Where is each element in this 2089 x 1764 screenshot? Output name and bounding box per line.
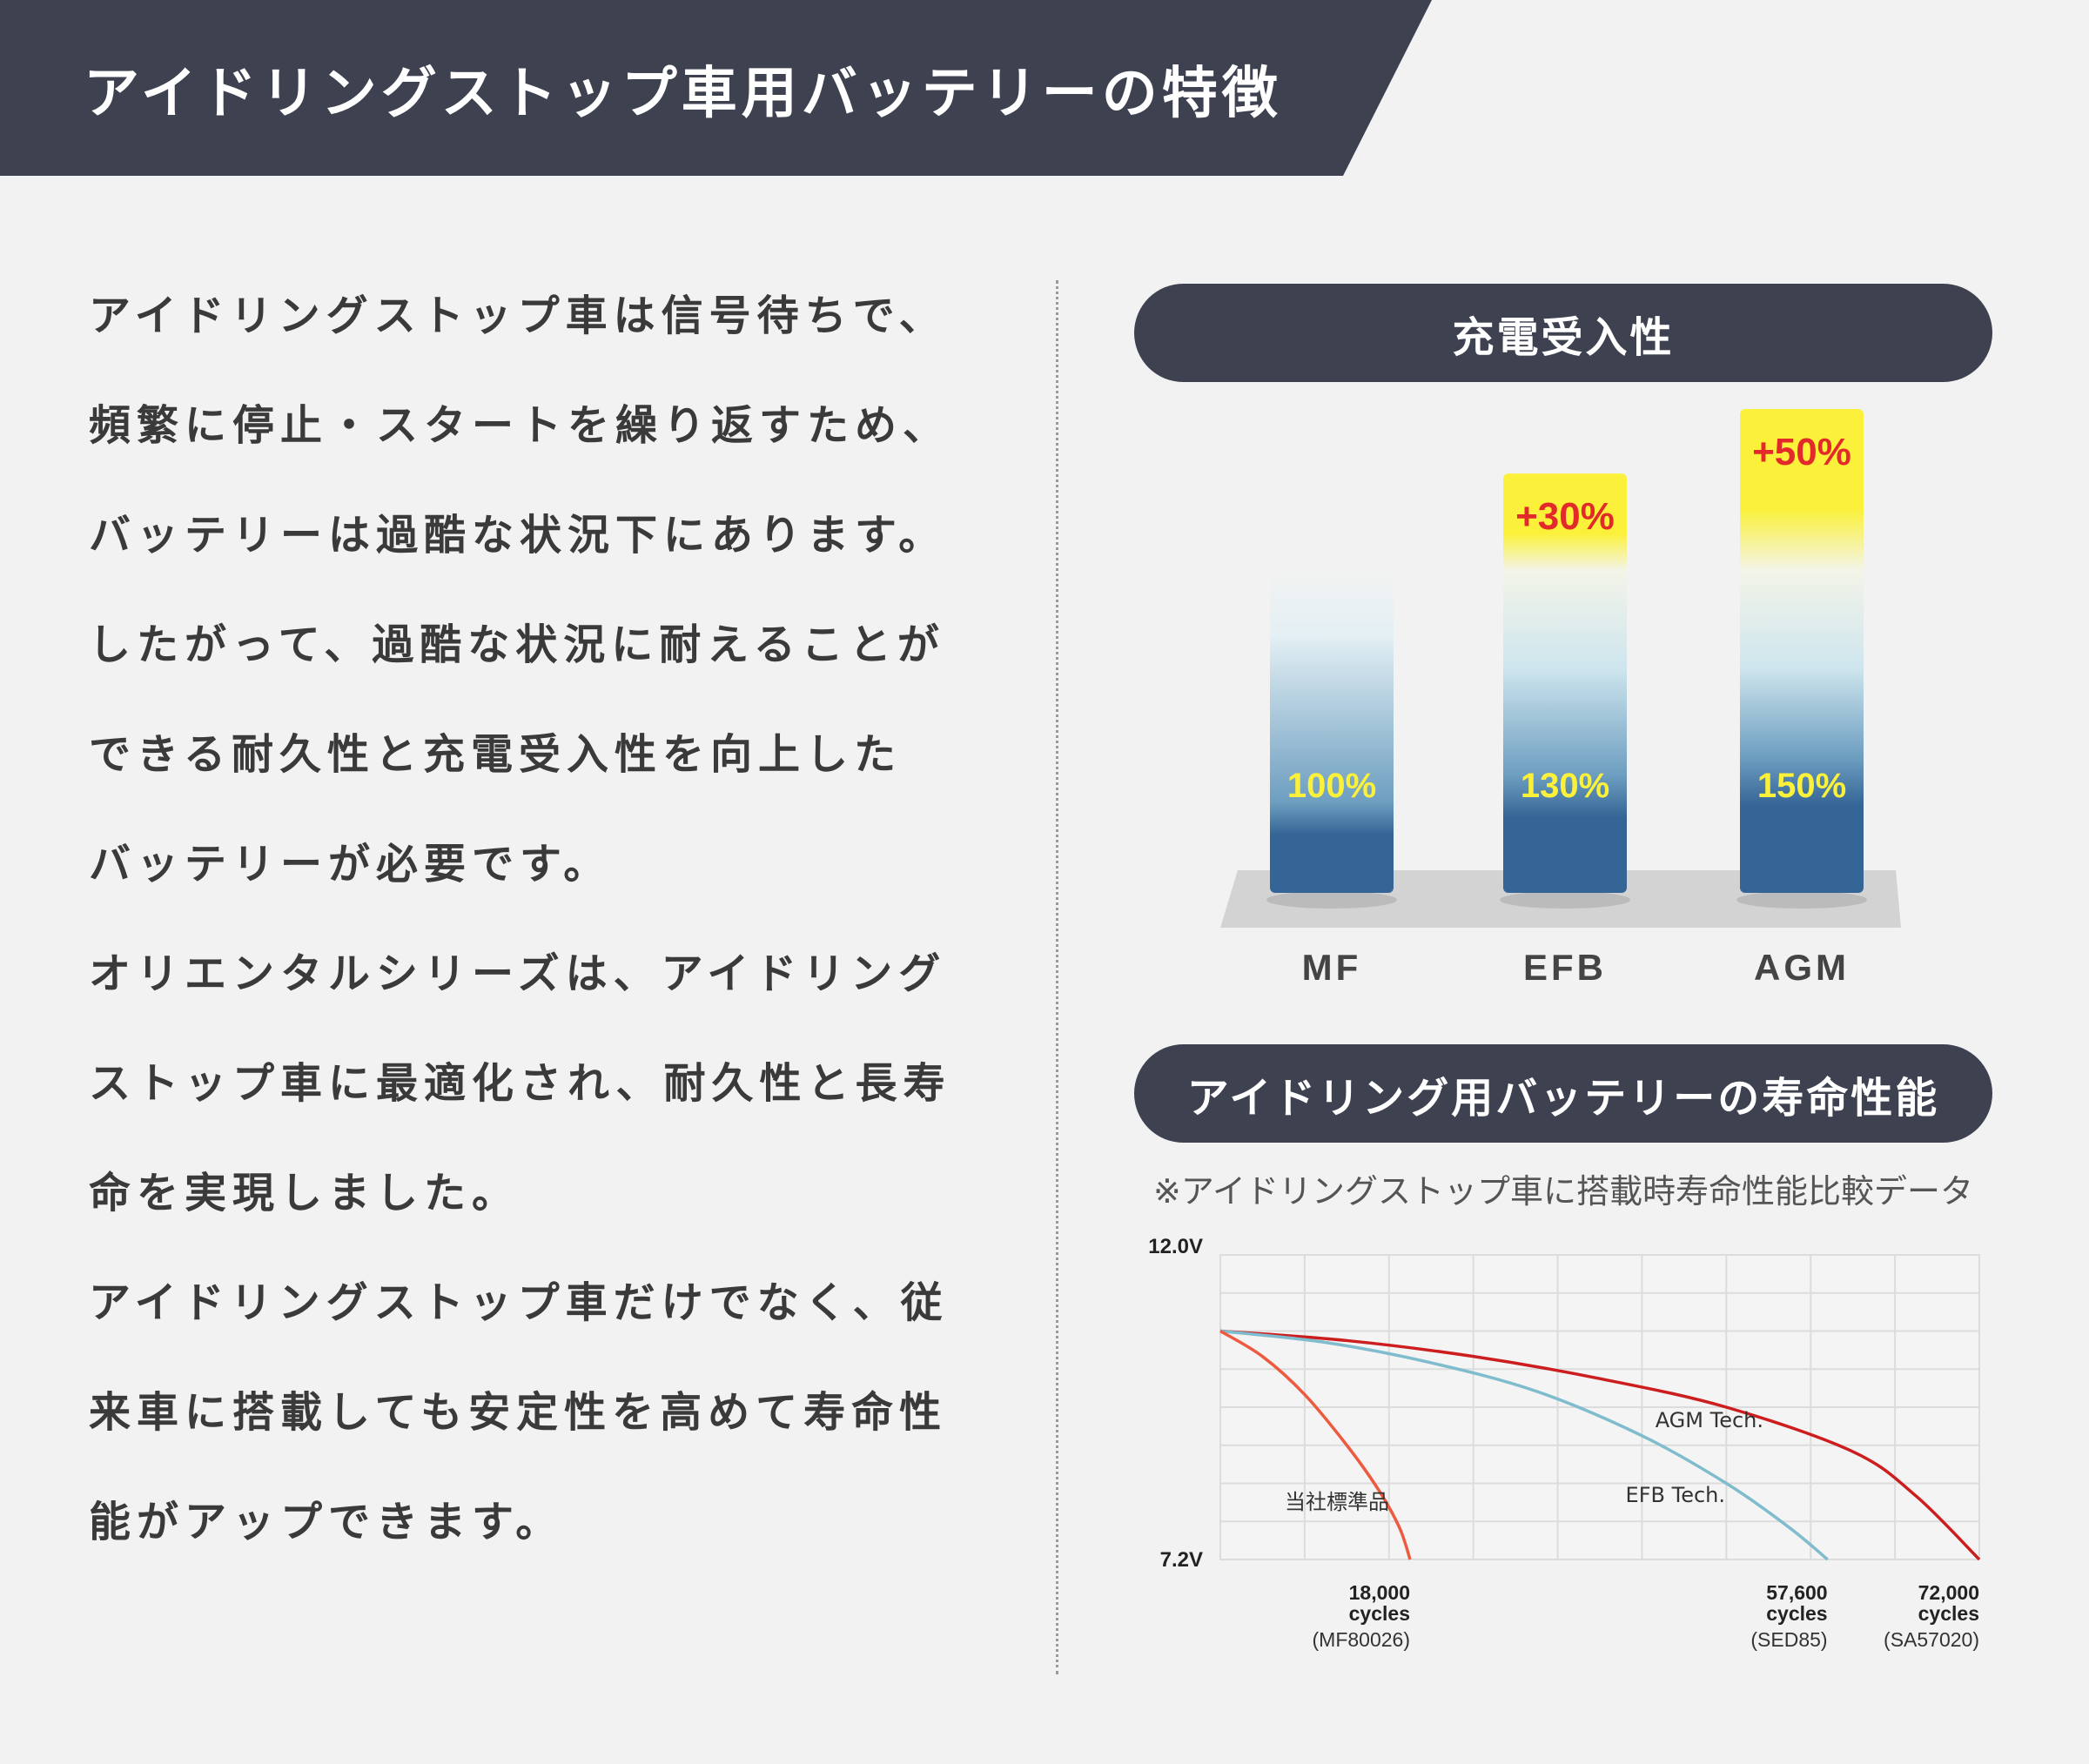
category-label: EFB xyxy=(1523,947,1607,988)
bar-value-label: 150% xyxy=(1757,767,1846,805)
body-line: できる耐久性と充電受入性を向上した xyxy=(89,730,903,779)
x-marker-model: (SED85) xyxy=(1750,1628,1827,1651)
bar-shadow xyxy=(1266,891,1397,909)
x-marker-value: 72,000 xyxy=(1918,1581,1979,1604)
life-chart-note: ※アイドリングストップ車に搭載時寿命性能比較データ xyxy=(1153,1172,1973,1211)
x-marker-unit: cycles xyxy=(1349,1602,1410,1625)
series-label-standard: 当社標準品 xyxy=(1285,1490,1389,1514)
y-tick-label-top: 12.0V xyxy=(1148,1235,1203,1258)
bar-efb xyxy=(1503,473,1627,893)
y-tick-label-bottom: 7.2V xyxy=(1160,1548,1203,1572)
line-standard xyxy=(1219,1329,1412,1560)
series-label-agm: AGM Tech. xyxy=(1656,1408,1763,1432)
body-text: アイドリングストップ車は信号待ちで、 頻繁に停止・スタートを繰り返すため、 バッテリ… xyxy=(89,261,1011,1577)
bar-agm xyxy=(1740,409,1864,893)
line-efb xyxy=(1219,1329,1829,1561)
page-title: アイドリングストップ車用バッテリーの特徴 xyxy=(84,62,1282,126)
body-line: 来車に搭載しても安定性を高めて寿命性 xyxy=(89,1388,948,1437)
body-line: 頻繁に停止・スタートを繰り返すため、 xyxy=(89,401,951,450)
body-line: オリエンタルシリーズは、アイドリング xyxy=(89,949,947,998)
bar-increase-label: +30% xyxy=(1515,495,1615,538)
charge-acceptance-chart: 100% MF 130% +30% EFB 150% +50% AGM xyxy=(1210,409,1924,1001)
divider xyxy=(1056,280,1058,1674)
bar-increase-label: +50% xyxy=(1752,431,1851,473)
bar-mf xyxy=(1270,570,1394,893)
body-line: ストップ車に最適化され、耐久性と長寿 xyxy=(89,1059,951,1108)
body-line: アイドリングストップ車だけでなく、従 xyxy=(89,1278,949,1327)
body-line: 能がアップできます。 xyxy=(89,1498,564,1546)
header-band xyxy=(0,0,1432,176)
body-line: バッテリーは過酷な状況下にあります。 xyxy=(89,511,947,560)
life-performance-title: アイドリング用バッテリーの寿命性能 xyxy=(1134,1044,1992,1143)
x-marker-unit: cycles xyxy=(1766,1602,1827,1625)
body-line: 命を実現しました。 xyxy=(89,1169,521,1217)
x-marker-model: (MF80026) xyxy=(1313,1628,1410,1651)
x-marker-unit: cycles xyxy=(1918,1602,1979,1625)
bar-shadow xyxy=(1500,891,1630,909)
x-marker-value: 18,000 xyxy=(1349,1581,1410,1604)
x-marker-value: 57,600 xyxy=(1766,1581,1827,1604)
body-line: したがって、過酷な状況に耐えることが xyxy=(89,620,945,669)
life-performance-chart: 12.0V 7.2V AGM Tech. EFB Tech. 当社標準品 18,000 cy… xyxy=(1132,1227,2002,1662)
bar-value-label: 130% xyxy=(1521,767,1609,805)
line-agm xyxy=(1219,1329,1981,1561)
category-label: MF xyxy=(1302,947,1362,988)
category-label: AGM xyxy=(1754,947,1850,988)
body-line: アイドリングストップ車は信号待ちで、 xyxy=(89,292,947,340)
body-line: バッテリーが必要です。 xyxy=(89,840,612,889)
bar-value-label: 100% xyxy=(1287,767,1376,805)
bar-shadow xyxy=(1736,891,1867,909)
series-label-efb: EFB Tech. xyxy=(1626,1483,1725,1507)
x-marker-model: (SA57020) xyxy=(1884,1628,1979,1651)
charge-acceptance-title: 充電受入性 xyxy=(1134,284,1992,382)
